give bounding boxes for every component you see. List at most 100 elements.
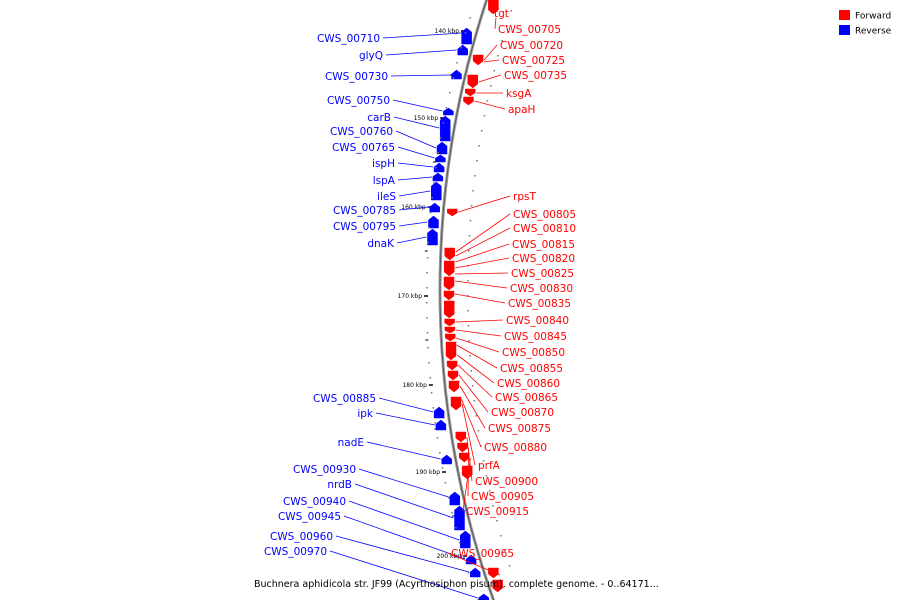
reverse-gene-feature[interactable]: [449, 491, 461, 506]
forward-gene-feature[interactable]: [444, 333, 456, 342]
reverse-gene-label[interactable]: CWS_00970: [264, 546, 327, 558]
forward-gene-feature[interactable]: [443, 276, 455, 291]
forward-gene-feature[interactable]: [457, 442, 468, 453]
reverse-gene-feature[interactable]: [451, 69, 462, 80]
forward-gene-feature[interactable]: [446, 360, 458, 371]
forward-gene-label[interactable]: CWS_00875: [488, 423, 551, 435]
reverse-gene-label[interactable]: CWS_00750: [327, 95, 390, 107]
reverse-gene-label[interactable]: CWS_00730: [325, 71, 388, 83]
forward-gene-label[interactable]: CWS_00965: [451, 548, 514, 560]
forward-gene-label[interactable]: CWS_00735: [504, 70, 567, 82]
reverse-gene-feature[interactable]: [469, 567, 481, 578]
reverse-gene-label[interactable]: CWS_00710: [317, 33, 380, 45]
forward-gene-feature[interactable]: [448, 380, 460, 393]
forward-gene-feature[interactable]: [455, 431, 467, 443]
forward-gene-label[interactable]: CWS_00850: [502, 347, 565, 359]
forward-gene-label[interactable]: CWS_00860: [497, 378, 560, 390]
reverse-gene-label[interactable]: ispH: [372, 158, 395, 170]
forward-gene-feature[interactable]: [443, 290, 455, 301]
forward-gene-feature[interactable]: [492, 579, 503, 593]
forward-gene-label[interactable]: ksgA: [506, 88, 532, 100]
forward-gene-feature[interactable]: [472, 54, 484, 66]
reverse-gene-feature[interactable]: [436, 141, 448, 155]
reverse-gene-feature[interactable]: [460, 530, 471, 549]
reverse-label-leader: [390, 74, 451, 77]
forward-gene-label[interactable]: CWS_00720: [500, 40, 563, 52]
reverse-gene-feature[interactable]: [461, 27, 472, 45]
forward-gene-label[interactable]: CWS_00815: [512, 239, 575, 251]
forward-gene-label[interactable]: CWS_00840: [506, 315, 569, 327]
forward-gene-feature[interactable]: [463, 96, 474, 106]
forward-gene-label[interactable]: CWS_00905: [471, 491, 534, 503]
forward-gene-label[interactable]: CWS_00805: [513, 209, 576, 221]
forward-gene-label[interactable]: CWS_00825: [511, 268, 574, 280]
forward-gene-label[interactable]: CWS_00915: [466, 506, 529, 518]
reverse-gene-label[interactable]: nrdB: [327, 479, 352, 491]
reverse-gene-feature[interactable]: [435, 154, 446, 163]
forward-gene-feature[interactable]: [447, 208, 458, 217]
reverse-gene-label[interactable]: CWS_00885: [313, 393, 376, 405]
reverse-gene-label[interactable]: CWS_00765: [332, 142, 395, 154]
forward-gene-feature[interactable]: [444, 318, 455, 327]
forward-gene-label[interactable]: CWS_00870: [491, 407, 554, 419]
reverse-gene-feature[interactable]: [439, 115, 451, 142]
reverse-gene-label[interactable]: ipk: [357, 408, 374, 420]
forward-gene-feature[interactable]: [459, 452, 470, 463]
reverse-gene-label[interactable]: CWS_00945: [278, 511, 341, 523]
reverse-gene-label[interactable]: CWS_00760: [330, 126, 393, 138]
forward-gene-label[interactable]: CWS_00835: [508, 298, 571, 310]
forward-gene-label[interactable]: CWS_00865: [495, 392, 558, 404]
forward-gene-feature[interactable]: [467, 74, 479, 89]
forward-gene-label[interactable]: CWS_00855: [500, 363, 563, 375]
reverse-gene-feature[interactable]: [431, 181, 442, 201]
reverse-gene-label[interactable]: glyQ: [359, 50, 383, 62]
forward-gene-label[interactable]: apaH: [508, 104, 535, 116]
map-dot: [467, 325, 470, 327]
reverse-gene-feature[interactable]: [427, 228, 438, 246]
reverse-gene-label[interactable]: CWS_00795: [333, 221, 396, 233]
reverse-gene-feature[interactable]: [478, 593, 490, 600]
reverse-gene-feature[interactable]: [443, 107, 454, 116]
forward-gene-label[interactable]: prfA: [478, 460, 501, 472]
forward-gene-feature[interactable]: [444, 326, 456, 334]
reverse-gene-label[interactable]: lspA: [373, 175, 396, 187]
forward-gene-feature[interactable]: [450, 396, 462, 411]
forward-gene-feature[interactable]: [443, 260, 455, 277]
forward-gene-label[interactable]: tgt: [494, 8, 509, 20]
reverse-gene-label[interactable]: nadE: [338, 437, 364, 449]
forward-gene-label[interactable]: CWS_00810: [513, 223, 576, 235]
reverse-gene-label[interactable]: CWS_00785: [333, 205, 396, 217]
reverse-gene-label[interactable]: dnaK: [367, 238, 395, 250]
forward-gene-feature[interactable]: [445, 341, 457, 361]
forward-gene-feature[interactable]: [444, 247, 455, 261]
forward-gene-label[interactable]: CWS_00725: [502, 55, 565, 67]
reverse-gene-feature[interactable]: [433, 406, 445, 419]
reverse-gene-feature[interactable]: [429, 202, 440, 213]
reverse-gene-label[interactable]: CWS_00930: [293, 464, 356, 476]
reverse-gene-feature[interactable]: [428, 215, 439, 229]
reverse-gene-label[interactable]: CWS_00960: [270, 531, 333, 543]
forward-gene-label[interactable]: CWS_00830: [510, 283, 573, 295]
reverse-gene-label[interactable]: CWS_00940: [283, 496, 346, 508]
reverse-gene-feature[interactable]: [432, 172, 444, 182]
reverse-gene-feature[interactable]: [435, 419, 447, 431]
forward-gene-label[interactable]: CWS_00880: [484, 442, 547, 454]
reverse-gene-feature[interactable]: [454, 505, 465, 531]
reverse-gene-feature[interactable]: [441, 454, 452, 465]
forward-gene-label[interactable]: rpsT: [513, 191, 536, 203]
forward-gene-label[interactable]: CWS_00900: [475, 476, 538, 488]
map-dot: [463, 557, 465, 559]
forward-gene-feature[interactable]: [447, 370, 459, 381]
forward-gene-label[interactable]: CWS_00820: [512, 253, 575, 265]
reverse-gene-feature[interactable]: [433, 162, 445, 173]
reverse-gene-label[interactable]: ileS: [377, 191, 396, 203]
forward-gene-label[interactable]: CWS_00705: [498, 24, 561, 36]
reverse-gene-label[interactable]: carB: [367, 112, 391, 124]
forward-gene-feature[interactable]: [443, 300, 455, 319]
forward-gene-feature[interactable]: [488, 567, 499, 579]
forward-gene-feature[interactable]: [488, 0, 499, 15]
forward-gene-label[interactable]: CWS_00845: [504, 331, 567, 343]
reverse-gene-feature[interactable]: [457, 44, 468, 56]
map-dot: [500, 535, 502, 537]
forward-gene-feature[interactable]: [465, 88, 476, 97]
